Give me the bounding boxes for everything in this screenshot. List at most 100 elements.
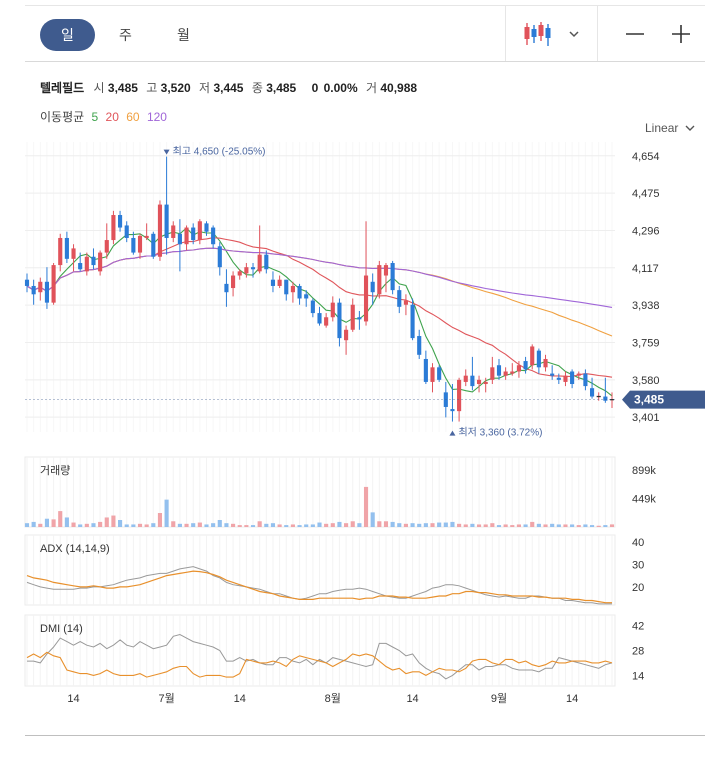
candle-body [177, 233, 182, 245]
candle-body [124, 225, 129, 238]
volume-bar [350, 521, 355, 527]
volume-bar [476, 524, 482, 527]
volume-bar [570, 524, 575, 527]
candle-body [350, 304, 355, 330]
ma-20: 20 [105, 110, 119, 124]
chevron-down-icon[interactable] [566, 19, 582, 49]
tab-weekly[interactable]: 주 [119, 27, 132, 43]
high-value: 3,520 [160, 81, 191, 95]
candle-body [536, 350, 541, 368]
chart-type-selector[interactable] [505, 6, 598, 61]
candle-body [576, 373, 581, 376]
volume-bar [523, 524, 528, 527]
volume-tick-label: 449k [632, 493, 656, 505]
candle-body [217, 246, 222, 268]
candle-body [191, 227, 196, 241]
candle-body [171, 225, 176, 238]
open-label: 시 [93, 81, 105, 95]
tab-monthly[interactable]: 월 [177, 27, 190, 43]
volume-bar [576, 525, 581, 527]
volume-bar [516, 524, 521, 527]
candle-body [270, 279, 276, 286]
tab-daily[interactable]: 일 [40, 19, 95, 51]
ma-60: 60 [126, 110, 140, 124]
minus-icon[interactable] [620, 19, 650, 49]
adx-pane-title: ADX (14,14,9) [40, 543, 110, 555]
volume-bar [244, 525, 249, 527]
candle-body [397, 290, 402, 307]
volume-bar [377, 521, 382, 527]
candle-body [91, 256, 96, 266]
volume-bar [217, 520, 222, 527]
volume-bar [284, 525, 289, 527]
volume-bar [563, 524, 568, 527]
volume-bar [430, 523, 435, 527]
volume-bar [171, 521, 176, 527]
price-tick-label: 3,759 [632, 337, 660, 349]
volume-bar [609, 524, 615, 527]
candle-body [324, 317, 329, 326]
adx-tick-label: 20 [632, 582, 644, 594]
volume-bar [71, 522, 76, 527]
ma-120: 120 [146, 110, 167, 124]
candle-body [284, 279, 289, 295]
moving-average-legend: 이동평균 5 20 60 120 [40, 108, 171, 125]
x-tick-label: 8월 [325, 692, 341, 705]
candle-body [204, 223, 209, 232]
candle-body [430, 367, 435, 382]
high-annotation: 최고 4,650 (-25.05%) [173, 146, 266, 158]
x-tick-label: 14 [234, 693, 246, 705]
candle-body [603, 396, 608, 401]
volume-bar [290, 524, 295, 527]
candlestick-chart-icon[interactable] [522, 19, 552, 49]
dmi-pane-title: DMI (14) [40, 623, 83, 635]
dmi-tick-label: 42 [632, 621, 644, 633]
volume-bar [510, 525, 515, 527]
volume-bar [297, 525, 302, 527]
candle-body [370, 281, 375, 293]
x-tick-label: 14 [67, 693, 79, 705]
volume-label: 거 [365, 81, 378, 95]
volume-bar [177, 523, 182, 527]
candle-body [250, 267, 256, 270]
volume-bar [583, 524, 588, 527]
candle-body [118, 215, 123, 228]
scale-selector[interactable]: Linear [645, 121, 695, 135]
open-value: 3,485 [107, 81, 138, 95]
candle-body [410, 304, 415, 339]
candle-body [423, 358, 428, 382]
low-value: 3,445 [213, 81, 244, 95]
price-tick-label: 4,475 [632, 188, 660, 200]
candle-body [51, 265, 56, 303]
plus-icon[interactable] [666, 19, 696, 49]
volume-bar [450, 521, 455, 527]
volume-bar [603, 525, 608, 527]
candle-body [38, 281, 43, 293]
bottom-divider [25, 735, 705, 736]
adx-signal-line [26, 566, 612, 605]
volume-bar [270, 523, 276, 527]
volume-tick-label: 899k [632, 465, 656, 477]
volume-bar [363, 486, 369, 527]
adx-tick-label: 40 [632, 537, 644, 549]
volume-bar [144, 524, 149, 527]
candle-body [363, 275, 369, 322]
price-tick-label: 4,296 [632, 225, 660, 237]
candle-body [457, 379, 462, 412]
candle-body [104, 240, 109, 253]
candle-body [516, 365, 521, 372]
ma-legend-label: 이동평균 [40, 110, 85, 124]
candle-body [470, 375, 475, 387]
volume-bar [317, 522, 322, 527]
dmi-minus-line [27, 633, 613, 680]
candle-body [71, 248, 76, 259]
volume-bar [91, 523, 96, 527]
candle-body [257, 254, 262, 272]
volume-bar [151, 523, 156, 527]
ma-5: 5 [91, 110, 99, 124]
candle-body [403, 300, 408, 305]
volume-bar [344, 523, 349, 527]
stock-name: 텔레필드 [40, 81, 85, 95]
adx-line [26, 570, 612, 604]
